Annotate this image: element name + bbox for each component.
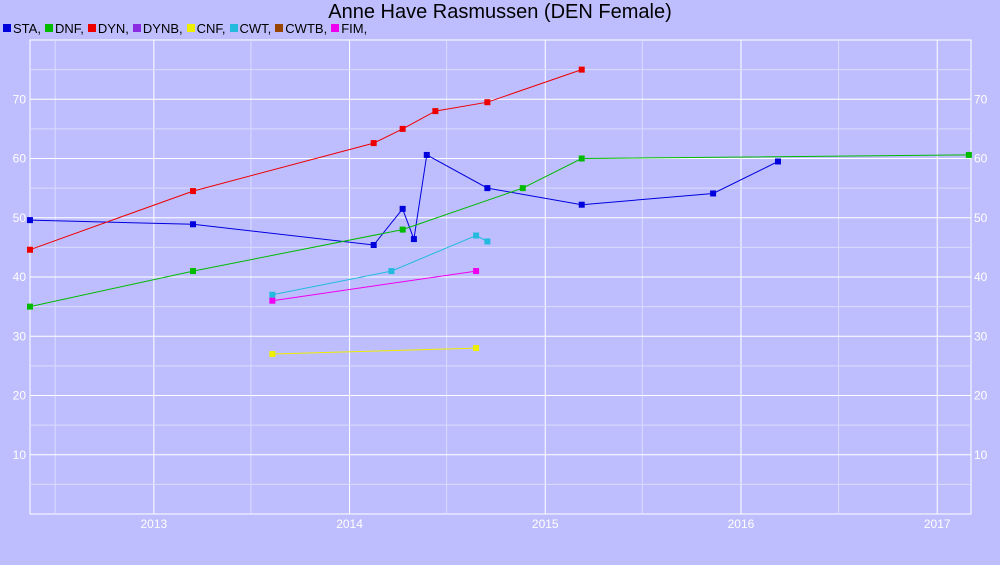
legend-swatch	[275, 24, 284, 32]
data-point-dnf	[27, 303, 33, 310]
chart-title: Anne Have Rasmussen (DEN Female)	[328, 1, 672, 23]
data-point-dyn	[189, 188, 196, 195]
legend: STA, DNF, DYN, DYNB, CNF, CWT, CWTB, FIM,	[3, 20, 371, 36]
legend-swatch	[132, 24, 141, 32]
y-tick-label-left: 40	[13, 270, 27, 284]
y-tick-label-left: 10	[13, 448, 27, 462]
data-point-dyn	[27, 246, 33, 253]
data-point-cwt	[473, 232, 480, 239]
series-line-cnf	[272, 347, 477, 355]
data-point-dyn	[432, 108, 439, 115]
data-point-sta	[410, 236, 417, 243]
y-tick-label-left: 50	[13, 211, 27, 225]
data-point-dnf	[965, 151, 972, 158]
y-tick-label-right: 70	[974, 92, 988, 106]
data-point-dnf	[519, 185, 526, 192]
legend-swatch	[186, 24, 195, 32]
y-tick-label-right: 60	[974, 152, 988, 166]
legend-swatch	[44, 24, 53, 32]
legend-label: CNF,	[196, 20, 226, 36]
y-tick-label-right: 50	[974, 211, 988, 225]
legend-label: DNF,	[54, 20, 84, 36]
legend-swatch	[331, 24, 340, 32]
y-tick-label-right: 10	[974, 448, 988, 462]
data-point-sta	[710, 190, 717, 197]
data-point-sta	[370, 242, 377, 249]
legend-label: CWT,	[239, 20, 272, 36]
data-point-dyn	[578, 66, 585, 73]
x-tick-label: 2013	[141, 517, 168, 531]
y-tick-label-right: 30	[974, 329, 988, 343]
data-point-cnf	[473, 345, 480, 352]
legend-label: CWTB,	[285, 20, 328, 36]
legend-label: STA,	[13, 20, 41, 36]
legend-item: DYN,	[87, 20, 129, 36]
y-tick-label-left: 20	[13, 389, 27, 403]
data-point-dyn	[484, 99, 491, 106]
y-tick-label-right: 20	[974, 389, 988, 403]
legend-item: STA,	[3, 20, 41, 36]
x-tick-label: 2017	[924, 517, 951, 531]
legend-label: DYNB,	[142, 20, 183, 36]
legend-item: CWTB,	[275, 20, 328, 36]
legend-swatch	[229, 24, 238, 32]
legend-item: CNF,	[186, 20, 226, 36]
legend-swatch	[87, 24, 96, 32]
y-tick-label-left: 60	[13, 152, 27, 166]
data-point-sta	[189, 221, 196, 228]
data-point-cwt	[484, 238, 491, 245]
series-line-fim	[272, 270, 477, 302]
data-point-fim	[269, 297, 276, 304]
legend-item: CWT,	[229, 20, 272, 36]
series-line-dnf	[29, 154, 969, 308]
data-point-sta	[423, 151, 430, 158]
data-point-sta	[578, 201, 585, 208]
y-tick-label-right: 40	[974, 270, 988, 284]
data-point-fim	[473, 268, 480, 275]
data-point-cwt	[269, 291, 276, 298]
y-tick-label-left: 30	[13, 329, 27, 343]
data-point-sta	[484, 185, 491, 192]
legend-item: FIM,	[331, 20, 368, 36]
data-point-cwt	[388, 268, 395, 275]
x-tick-label: 2016	[728, 517, 755, 531]
data-point-dnf	[399, 226, 406, 233]
legend-label: FIM,	[341, 20, 368, 36]
data-point-cnf	[269, 351, 276, 358]
legend-item: DYNB,	[132, 20, 183, 36]
data-point-dnf	[189, 268, 196, 275]
x-tick-label: 2015	[532, 517, 559, 531]
legend-label: DYN,	[97, 20, 129, 36]
legend-item: DNF,	[44, 20, 84, 36]
data-point-dyn	[370, 140, 377, 147]
data-point-sta	[399, 205, 406, 212]
data-point-dyn	[399, 125, 406, 132]
series-line-cwt	[272, 234, 488, 296]
y-tick-label-left: 70	[13, 92, 27, 106]
data-point-sta	[27, 217, 33, 224]
legend-swatch	[3, 24, 11, 32]
series-line-sta	[29, 154, 779, 246]
x-tick-label: 2014	[336, 517, 363, 531]
data-point-dnf	[578, 155, 585, 162]
data-point-sta	[774, 158, 781, 165]
